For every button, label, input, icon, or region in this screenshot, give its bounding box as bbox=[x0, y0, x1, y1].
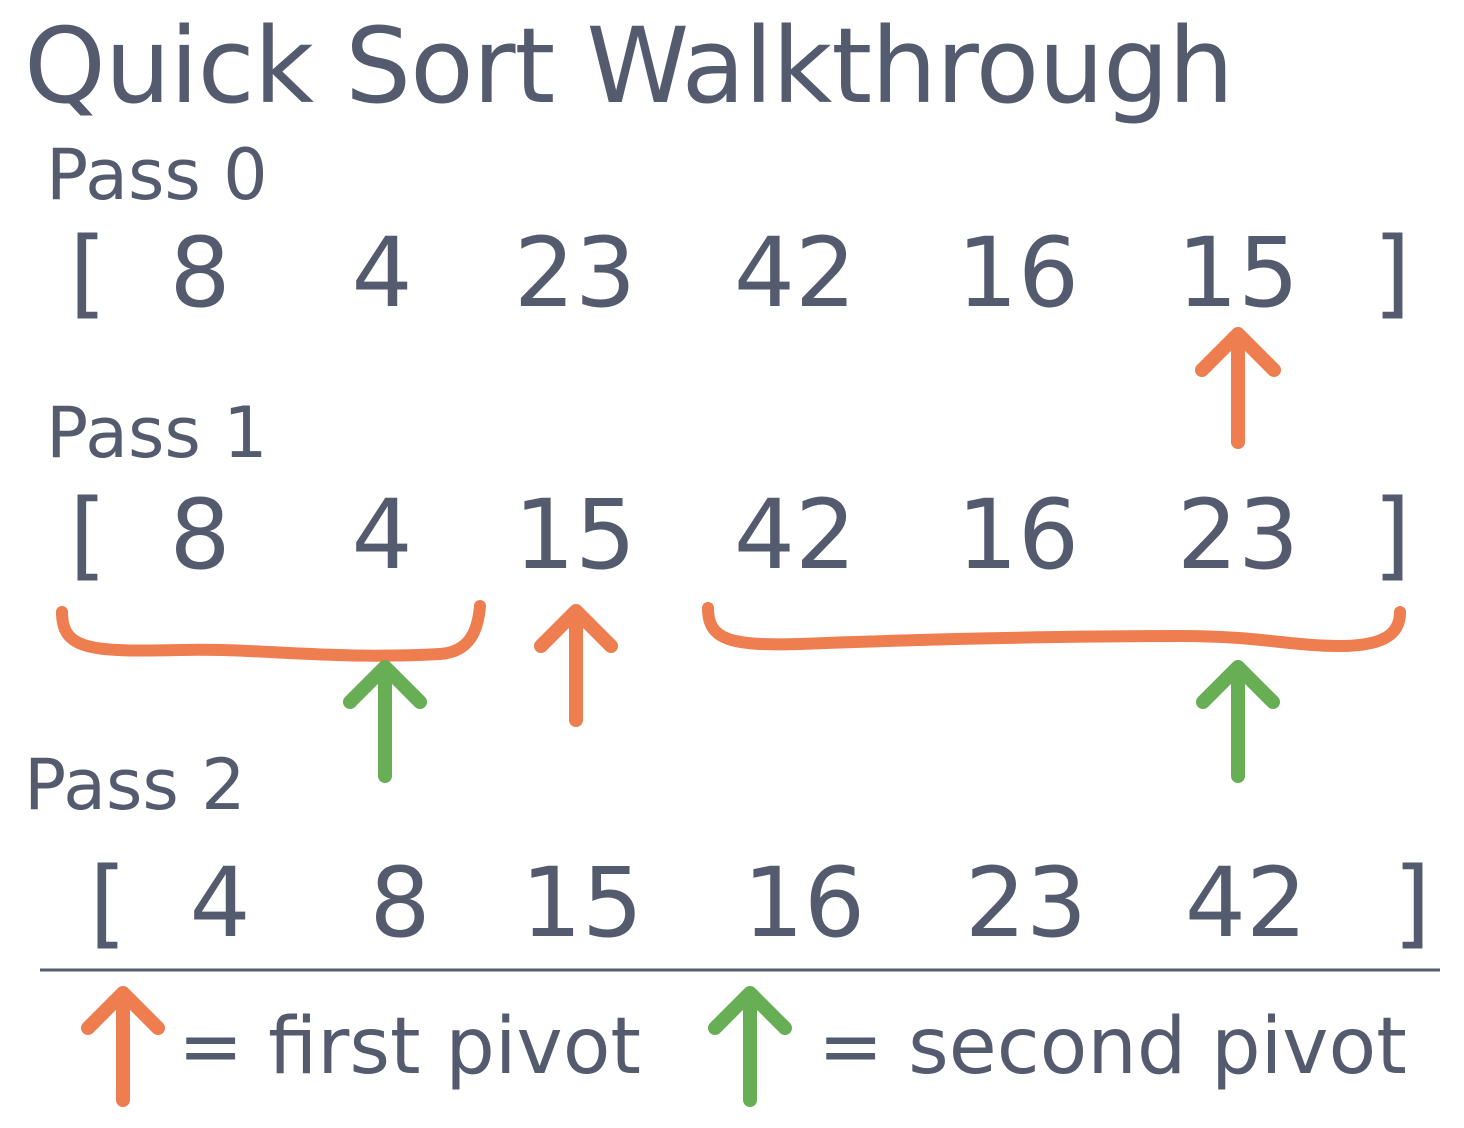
pass-1-value-2: 15 bbox=[513, 479, 637, 591]
pass-0-close-bracket: ] bbox=[1373, 217, 1411, 329]
pass-0-value-3: 42 bbox=[733, 217, 857, 329]
pass-0-value-2: 23 bbox=[513, 217, 637, 329]
pass-2-label: Pass 2 bbox=[24, 744, 246, 826]
page-title: Quick Sort Walkthrough bbox=[24, 5, 1234, 127]
first-pivot-arrow-icon bbox=[81, 986, 165, 1107]
pass-2-open-bracket: [ bbox=[89, 847, 127, 959]
pass-1-value-4: 16 bbox=[956, 479, 1080, 591]
second-pivot-arrow-icon bbox=[343, 660, 427, 783]
pass-1-value-3: 42 bbox=[733, 479, 857, 591]
pass-1-open-bracket: [ bbox=[69, 479, 107, 591]
pass-2-close-bracket: ] bbox=[1393, 847, 1431, 959]
pass-2-value-4: 23 bbox=[964, 847, 1088, 959]
pass-2-value-5: 42 bbox=[1184, 847, 1308, 959]
pass-2-value-3: 16 bbox=[742, 847, 866, 959]
pass-2-value-1: 8 bbox=[369, 847, 431, 959]
pass-1-value-5: 23 bbox=[1176, 479, 1300, 591]
pass-1-close-bracket: ] bbox=[1373, 479, 1411, 591]
pass-2-value-0: 4 bbox=[189, 847, 251, 959]
pass-2-value-2: 15 bbox=[520, 847, 644, 959]
legend-first-pivot-label: = first pivot bbox=[178, 1002, 642, 1092]
pass-0-label: Pass 0 bbox=[46, 134, 268, 216]
partition-brace-icon bbox=[702, 602, 1406, 653]
pass-1-value-1: 4 bbox=[351, 479, 413, 591]
pass-1-value-0: 8 bbox=[169, 479, 231, 591]
legend-second-pivot-label: = second pivot bbox=[818, 1002, 1407, 1092]
pass-1-label: Pass 1 bbox=[46, 392, 268, 474]
second-pivot-arrow-icon bbox=[1196, 660, 1280, 783]
pass-0-value-0: 8 bbox=[169, 217, 231, 329]
partition-brace-icon bbox=[56, 600, 486, 662]
pass-0-value-1: 4 bbox=[351, 217, 413, 329]
second-pivot-arrow-icon bbox=[708, 986, 792, 1107]
pass-0-open-bracket: [ bbox=[69, 217, 107, 329]
first-pivot-arrow-icon bbox=[534, 604, 618, 727]
pass-0-value-4: 16 bbox=[956, 217, 1080, 329]
pass-0-value-5: 15 bbox=[1176, 217, 1300, 329]
first-pivot-arrow-icon bbox=[1195, 327, 1281, 449]
